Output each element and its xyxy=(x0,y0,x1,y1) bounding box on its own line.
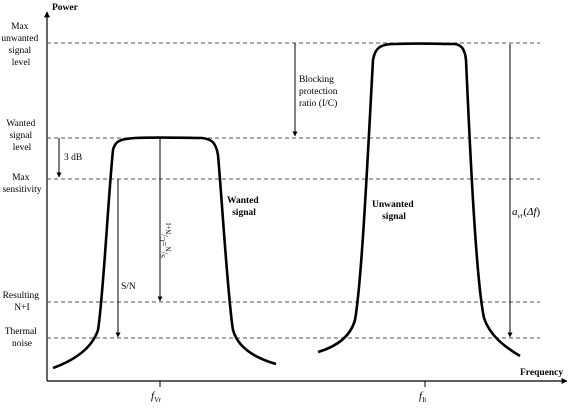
unwanted-signal-label: Unwanted signal xyxy=(372,200,416,222)
f-vr-label: fVr xyxy=(151,390,162,404)
wanted-signal-label: Wanted signal xyxy=(227,196,261,218)
wanted-signal-curve xyxy=(52,136,277,370)
label-max-unwanted: Max unwanted signal level xyxy=(1,22,40,68)
sn-label: S/N xyxy=(121,282,136,292)
3db-label: 3 dB xyxy=(64,153,82,163)
blocking-label: Blocking protection ratio (I/C) xyxy=(299,75,340,109)
label-wanted-level: Wanted signal level xyxy=(6,119,37,153)
unwanted-signal-curve xyxy=(317,42,521,358)
label-resulting-ni: Resulting N+I xyxy=(3,291,42,313)
label-thermal-noise: Thermal noise xyxy=(5,327,40,349)
avr-label: avr(Δf) xyxy=(512,206,541,220)
sn-ratio-label: S/N=C/N+I xyxy=(159,222,173,258)
y-axis-title: Power xyxy=(52,3,79,13)
f-it-label: fIt xyxy=(419,390,426,404)
level-lines xyxy=(47,42,540,339)
x-axis-title: Frequency xyxy=(520,368,563,378)
label-max-sensitivity: Max sensitivity xyxy=(2,173,41,195)
